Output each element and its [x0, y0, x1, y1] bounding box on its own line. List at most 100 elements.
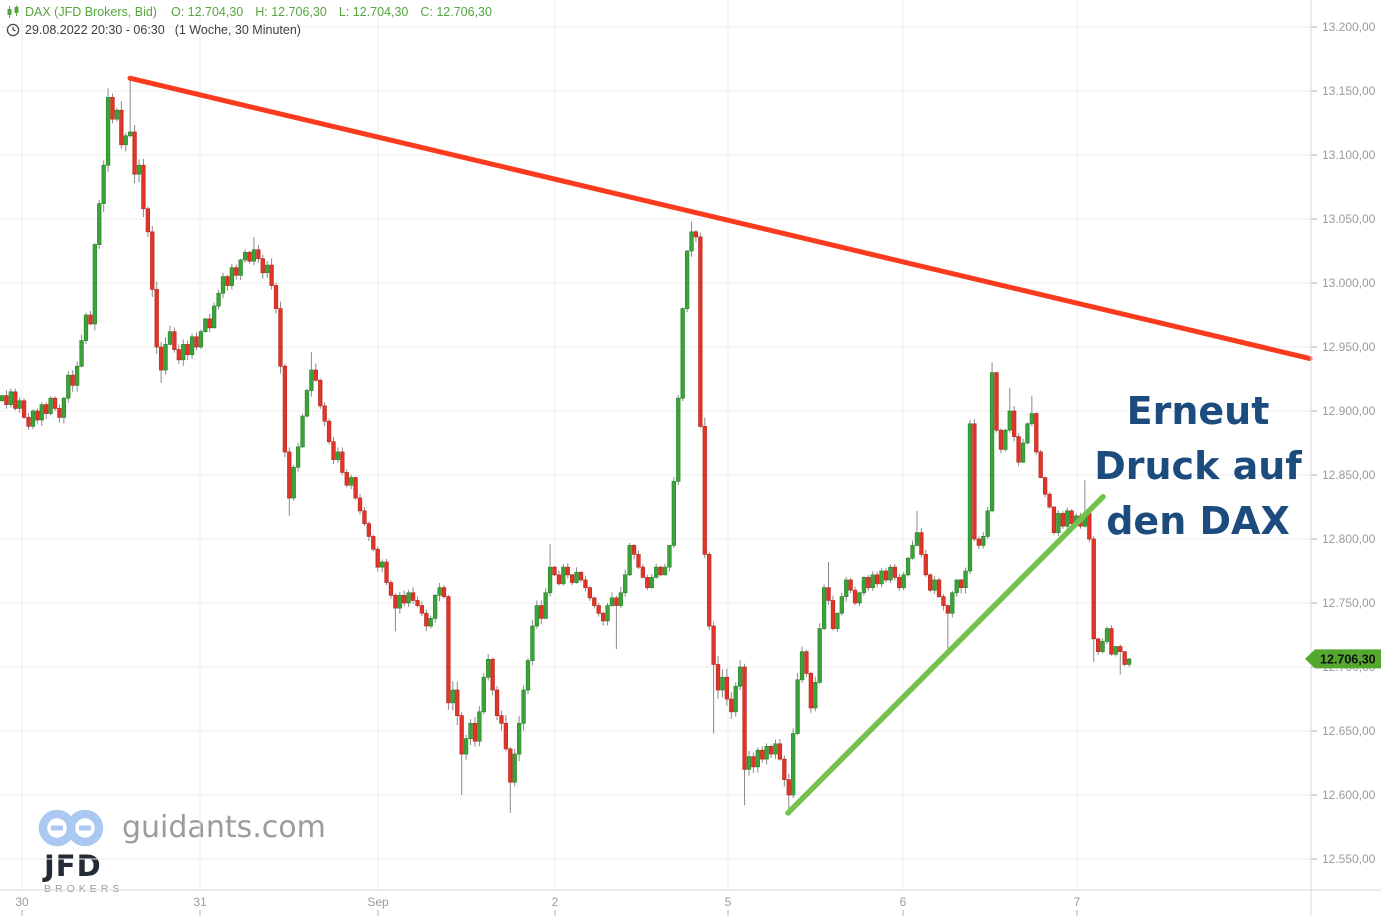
jfd-logo-subtext: BROKERS	[44, 883, 124, 895]
candle-down	[552, 566, 557, 576]
candle-down	[455, 689, 460, 716]
candle-up	[1065, 510, 1070, 527]
y-axis[interactable]: 13.200,00 13.150,00 13.100,00 13.050,00 13.0…	[1311, 20, 1376, 866]
y-axis-label: 12.550,00	[1322, 852, 1376, 866]
candle-down	[826, 587, 831, 601]
candle-down	[21, 400, 27, 418]
candle-down	[419, 605, 425, 614]
candle-up	[39, 404, 44, 421]
candle-up	[676, 397, 681, 482]
x-axis-label: 2	[552, 895, 559, 909]
candle-up	[251, 249, 257, 262]
candle-down	[402, 594, 407, 604]
candle-down	[600, 612, 606, 622]
candle-down	[848, 579, 853, 591]
candle-down	[4, 395, 9, 405]
period-range[interactable]: 29.08.2022 20:30 - 06:30	[25, 23, 165, 37]
candle-down	[998, 429, 1004, 450]
x-axis[interactable]: 30 31 Sep 2 5 6 7	[15, 895, 1081, 916]
candle-up	[623, 574, 628, 594]
candle-up	[229, 267, 234, 286]
candle-down	[119, 109, 124, 146]
candle-up	[521, 689, 526, 724]
candle-down	[1060, 513, 1065, 527]
candle-down	[446, 596, 451, 704]
y-axis-label: 13.050,00	[1322, 212, 1376, 226]
candle-up	[547, 566, 553, 594]
candle-up	[618, 592, 623, 606]
candle-down	[596, 605, 601, 614]
period-interval[interactable]: (1 Woche, 30 Minuten)	[174, 23, 301, 37]
candlestick-icon	[7, 5, 19, 18]
candle-down	[919, 532, 924, 555]
candle-up	[97, 203, 102, 245]
falling-resistance-line[interactable]	[127, 75, 1313, 362]
candle-down	[278, 308, 283, 367]
candle-down	[742, 666, 747, 770]
x-axis-label: 31	[193, 895, 207, 909]
candle-up	[79, 340, 84, 367]
candle-down	[570, 574, 575, 583]
candle-down	[26, 417, 31, 427]
candle-down	[945, 605, 951, 614]
candle-up	[901, 574, 906, 588]
instrument-name[interactable]: DAX (JFD Brokers, Bid)	[25, 5, 157, 19]
candle-down	[897, 577, 902, 588]
candle-up	[61, 397, 67, 418]
candle-down	[287, 451, 292, 499]
candle-up	[737, 666, 743, 687]
candle-down	[459, 715, 464, 755]
candle-up	[220, 276, 226, 294]
candle-up	[203, 318, 208, 332]
candle-down	[1122, 651, 1127, 665]
candle-down	[892, 566, 897, 578]
candle-down	[260, 258, 265, 274]
candle-up	[212, 305, 217, 329]
candle-up	[379, 561, 385, 568]
annotation-line-2: Druck auf	[1094, 444, 1302, 488]
candle-up	[525, 660, 531, 691]
candle-up	[406, 592, 411, 604]
candle-down	[472, 722, 478, 742]
gridlines	[0, 0, 1311, 890]
candle-up	[684, 250, 690, 309]
candle-down	[711, 625, 716, 665]
candle-up	[627, 545, 632, 576]
candle-up	[1003, 429, 1008, 450]
candle-up	[764, 746, 769, 760]
candle-down	[698, 236, 703, 427]
last-price-tag: 12.706,30	[1305, 649, 1381, 669]
candle-down	[234, 267, 239, 276]
candle-up	[128, 131, 133, 137]
candle-up	[813, 682, 818, 709]
candle-up	[181, 344, 186, 361]
candle-up	[870, 574, 875, 588]
candle-up	[48, 397, 53, 414]
candle-up	[238, 259, 243, 276]
candle-up	[795, 679, 800, 734]
high-value: H: 12.706,30	[255, 5, 327, 19]
candle-up	[932, 579, 937, 591]
candle-up	[163, 344, 168, 371]
candle-down	[318, 379, 323, 407]
rising-support-line[interactable]	[785, 494, 1106, 816]
last-price-label: 12.706,30	[1320, 652, 1376, 666]
candle-down	[44, 404, 49, 414]
candle-down	[1109, 628, 1114, 655]
x-axis-label: 30	[15, 895, 29, 909]
candle-up	[574, 571, 579, 583]
candle-up	[1104, 628, 1110, 642]
candle-down	[176, 349, 181, 361]
candle-down	[928, 574, 933, 591]
candle-down	[565, 566, 570, 576]
candle-up	[667, 545, 672, 568]
y-axis-label: 13.150,00	[1322, 84, 1376, 98]
candle-up	[428, 618, 433, 627]
candle-up	[295, 446, 301, 468]
candle-up	[0, 395, 5, 402]
candle-up	[1029, 413, 1035, 425]
candle-up	[198, 331, 204, 348]
candle-down	[583, 579, 588, 588]
